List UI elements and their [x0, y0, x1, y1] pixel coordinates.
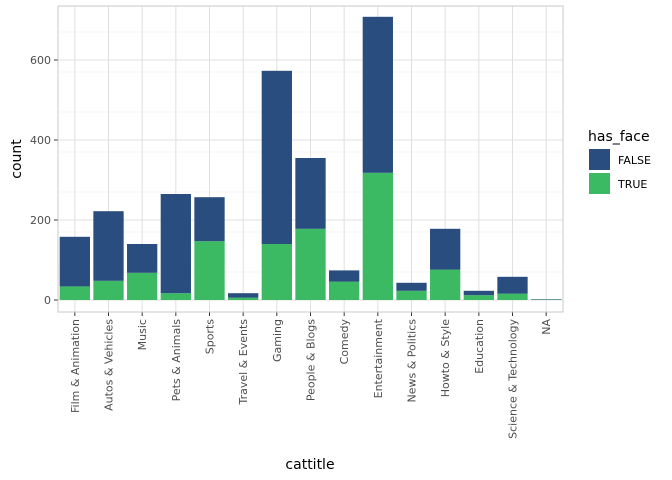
bar-false — [127, 244, 158, 273]
x-tick-label: Howto & Style — [439, 319, 452, 397]
bar-false — [463, 290, 494, 296]
bar-true — [93, 280, 124, 300]
x-tick-label: Autos & Vehicles — [103, 319, 116, 411]
y-axis-title: count — [9, 139, 25, 179]
x-tick-label: Education — [473, 319, 486, 374]
bar-true — [194, 241, 225, 300]
bar-false — [261, 70, 292, 244]
x-tick-label: News & Politics — [406, 319, 419, 403]
legend-label-true: TRUE — [617, 178, 647, 191]
legend: has_face FALSE TRUE — [588, 129, 651, 194]
x-tick-label: Sports — [204, 319, 217, 355]
x-axis-title: cattitle — [285, 457, 334, 473]
panel-border — [57, 5, 564, 313]
bar-false — [497, 276, 528, 294]
x-tick-label: Pets & Animals — [170, 319, 183, 402]
bar-false — [59, 236, 90, 287]
bar-true — [497, 293, 528, 300]
bar-true — [228, 297, 259, 300]
legend-title: has_face — [588, 129, 650, 145]
bar-true — [59, 286, 90, 300]
bar-true — [261, 244, 292, 300]
bar-true — [362, 172, 393, 300]
x-tick-label: Entertainment — [372, 318, 385, 398]
bar-false — [194, 197, 225, 242]
bar-false — [329, 270, 360, 282]
bar-true — [396, 290, 427, 300]
bar-false — [93, 211, 124, 281]
x-tick-label: Gaming — [271, 319, 284, 362]
x-tick-label: Science & Technology — [507, 319, 520, 439]
legend-key-true — [589, 173, 610, 194]
x-tick-label: Travel & Events — [237, 319, 250, 406]
bar-false — [430, 228, 461, 270]
bar-false — [295, 158, 326, 229]
x-tick-label: NA — [540, 319, 553, 335]
bars-layer — [59, 16, 562, 300]
y-tick-label: 200 — [30, 214, 51, 227]
y-tick-label: 400 — [30, 134, 51, 147]
bar-false — [362, 16, 393, 173]
bar-false — [396, 282, 427, 291]
y-axis: 0 200 400 600 — [30, 54, 58, 307]
bar-true — [329, 281, 360, 300]
bar-false — [160, 194, 191, 294]
bar-true — [160, 293, 191, 300]
y-tick-label: 600 — [30, 54, 51, 67]
bar-true — [295, 228, 326, 300]
bar-true — [430, 269, 461, 300]
bar-true — [127, 272, 158, 300]
y-tick-label: 0 — [44, 294, 51, 307]
bar-true — [463, 295, 494, 300]
x-axis: Film & Animation Autos & Vehicles Music Pet… — [69, 312, 553, 439]
legend-label-false: FALSE — [618, 154, 651, 167]
x-tick-label: People & Blogs — [305, 319, 318, 401]
x-tick-label: Comedy — [338, 319, 351, 365]
bar-false — [228, 293, 259, 298]
x-tick-label: Music — [136, 319, 149, 350]
legend-key-false — [589, 149, 610, 170]
x-tick-label: Film & Animation — [69, 319, 82, 413]
